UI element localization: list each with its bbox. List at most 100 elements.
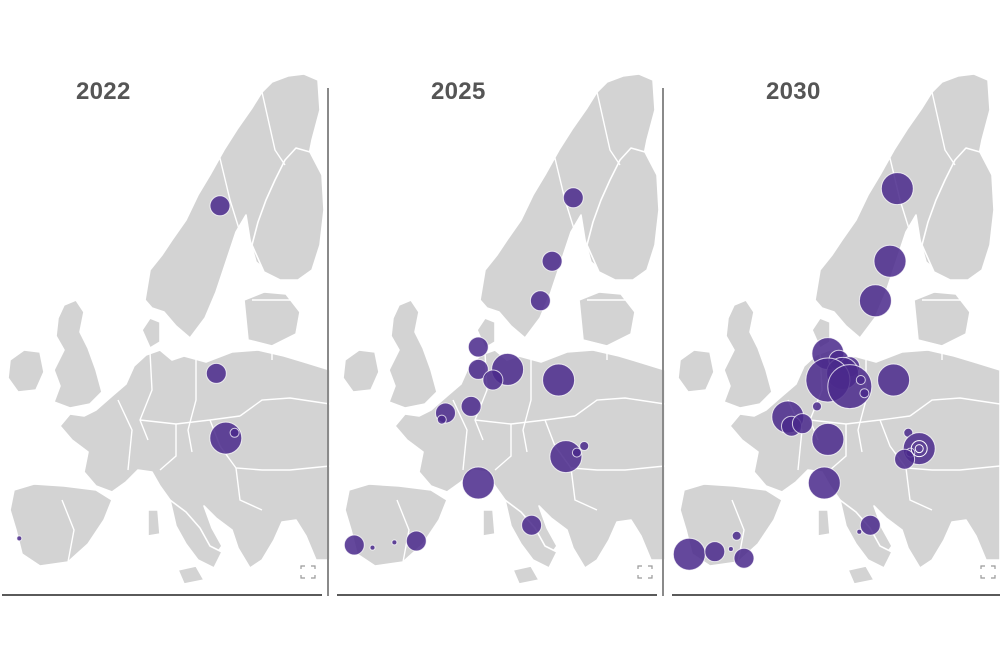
site-bubble[interactable] [894,448,916,470]
land-continent [59,349,330,569]
site-bubble[interactable] [859,514,881,536]
site-bubble[interactable] [859,388,870,399]
country-border [931,91,956,166]
country-border [932,465,1000,471]
land-iberia [679,483,783,567]
site-bubble[interactable] [343,534,365,556]
country-border [452,399,468,471]
country-border [597,465,665,471]
land-italy-south [169,499,223,569]
site-bubble[interactable] [811,422,845,456]
site-bubble[interactable] [369,544,376,551]
fullscreen-icon[interactable] [637,565,653,579]
site-bubble[interactable] [579,441,590,451]
site-bubble[interactable] [562,187,584,209]
site-bubble[interactable] [460,395,482,417]
site-bubble[interactable] [436,414,447,425]
panel-divider [327,88,329,596]
land-great-britain [53,299,103,409]
country-border [829,424,847,471]
land-sardinia [147,509,161,537]
site-bubble[interactable] [704,541,726,563]
site-bubble[interactable] [16,535,23,542]
site-bubble[interactable] [672,537,706,571]
land-sicily [177,565,205,585]
site-bubble[interactable] [858,284,892,318]
site-bubble[interactable] [873,244,907,278]
country-border [909,397,1000,417]
site-bubble[interactable] [541,250,563,272]
site-bubble[interactable] [855,375,866,385]
panel-year-label: 2030 [766,78,821,105]
land-ireland [342,349,380,393]
site-bubble[interactable] [727,546,734,552]
land-sicily [512,565,540,585]
country-border [396,499,410,563]
site-bubble[interactable] [467,358,489,380]
land-ireland [677,349,715,393]
site-bubble[interactable] [482,369,504,391]
land-finland [586,147,660,281]
country-border [570,467,598,511]
country-border [239,397,330,417]
site-bubble[interactable] [405,530,427,552]
country-border [522,360,532,453]
map-svg-2025 [342,73,665,585]
land-great-britain [388,299,438,409]
panel-baseline [337,594,657,596]
map-svg-2030 [672,73,1000,585]
map-panel-2022: 2022 [0,0,330,600]
site-bubble[interactable] [229,427,240,438]
site-bubble[interactable] [733,547,755,569]
country-border [235,467,263,511]
fullscreen-icon[interactable] [980,565,996,579]
panel-baseline [2,594,322,596]
map-svg-2022 [7,73,330,585]
land-ireland [7,349,45,393]
site-bubbles [16,195,243,542]
basemap [342,73,665,585]
map-panel-2025: 2025 [335,0,665,600]
country-border [596,91,621,166]
land-baltics [578,291,636,347]
site-bubble[interactable] [877,363,911,397]
panel-year-label: 2022 [76,78,131,105]
site-bubble[interactable] [529,290,551,312]
site-bubble[interactable] [880,172,914,206]
site-bubble[interactable] [812,401,822,412]
country-border [61,499,75,563]
site-bubble[interactable] [209,421,243,455]
country-border [905,467,933,511]
panel-year-label: 2025 [431,78,486,105]
panel-baseline [672,594,1000,596]
fullscreen-icon[interactable] [300,565,316,579]
site-bubble[interactable] [827,364,873,410]
site-bubble[interactable] [205,362,227,384]
land-finland [921,147,995,281]
basemap [7,73,330,585]
site-bubble[interactable] [542,363,576,397]
site-bubble[interactable] [791,413,813,435]
country-border [574,397,665,417]
country-border [217,149,245,246]
country-border [494,424,512,471]
site-bubbles [672,172,936,571]
land-baltics [243,291,301,347]
site-bubble[interactable] [856,528,863,535]
site-bubble[interactable] [209,195,231,217]
basemap [677,73,1000,585]
country-border [139,351,153,441]
site-bubble[interactable] [521,514,543,536]
country-border [187,360,197,453]
land-great-britain [723,299,773,409]
site-bubble[interactable] [391,539,398,546]
site-bubble[interactable] [807,466,841,500]
site-bubble[interactable] [467,336,489,358]
country-border [262,465,330,471]
site-bubble[interactable] [571,447,582,458]
land-denmark [141,317,161,349]
site-bubble[interactable] [461,466,495,500]
site-bubble[interactable] [731,530,742,541]
land-sardinia [817,509,831,537]
country-border [261,91,286,166]
